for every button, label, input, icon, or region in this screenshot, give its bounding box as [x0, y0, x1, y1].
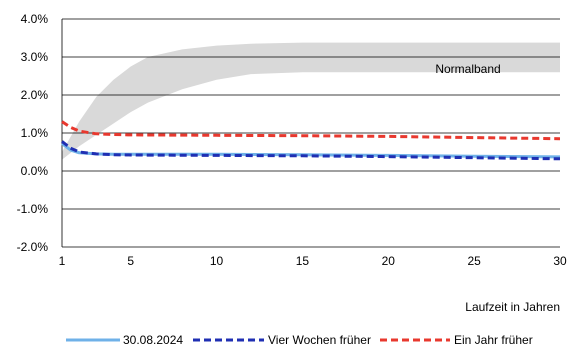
legend: 30.08.2024 Vier Wochen früher Ein Jahr frü… [66, 333, 533, 347]
x-tick-label: 5 [127, 254, 134, 268]
x-tick-label: 30 [553, 254, 567, 268]
y-tick-label: 4.0% [21, 12, 49, 26]
x-tick-label: 10 [210, 254, 224, 268]
x-axis-label: Laufzeit in Jahren [465, 300, 560, 314]
series-line-3 [61, 120, 561, 141]
x-tick-label: 15 [296, 254, 310, 268]
x-tick-label: 20 [382, 254, 396, 268]
legend-label-3: Ein Jahr früher [454, 333, 533, 347]
series-layer [61, 120, 561, 161]
x-tick-label: 25 [467, 254, 481, 268]
normal-band-layer [62, 42, 560, 160]
normal-band-area [62, 42, 560, 160]
x-tick-label: 1 [59, 254, 66, 268]
y-tick-label: 2.0% [21, 88, 49, 102]
y-tick-label: 1.0% [21, 126, 49, 140]
legend-label-1: 30.08.2024 [123, 333, 183, 347]
y-tick-label: -1.0% [17, 202, 49, 216]
normal-band-label: Normalband [435, 62, 500, 76]
legend-label-2: Vier Wochen früher [268, 333, 371, 347]
labels-layer: -2.0%-1.0%0.0%1.0%2.0%3.0%4.0%1 5 10 15 20 25… [17, 12, 567, 314]
y-tick-label: 0.0% [21, 164, 49, 178]
gridlines [62, 18, 560, 248]
y-tick-label: 3.0% [21, 50, 49, 64]
series-line-2 [61, 140, 561, 161]
y-tick-label: -2.0% [17, 240, 49, 254]
